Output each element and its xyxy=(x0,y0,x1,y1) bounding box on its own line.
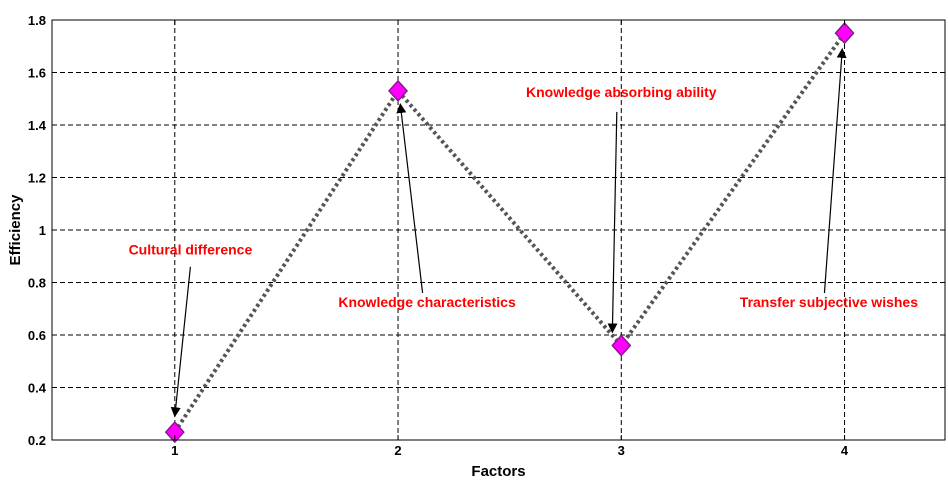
x-axis-title: Factors xyxy=(471,463,525,480)
y-tick-label: 0.6 xyxy=(28,328,46,343)
y-tick-label: 1.6 xyxy=(28,66,46,81)
y-axis-title: Efficiency xyxy=(7,194,24,266)
y-tick-label: 0.4 xyxy=(28,381,47,396)
x-tick-label: 1 xyxy=(171,443,178,458)
x-tick-label: 4 xyxy=(841,443,849,458)
annotation-arrow xyxy=(823,47,847,294)
annotation-arrow xyxy=(607,111,618,334)
annotation-label: Cultural difference xyxy=(129,242,253,258)
y-tick-label: 1.2 xyxy=(28,171,46,186)
y-tick-label: 0.8 xyxy=(28,276,46,291)
data-point-marker xyxy=(388,79,409,102)
data-line xyxy=(173,31,847,434)
annotation-arrow xyxy=(170,266,192,418)
data-point-marker xyxy=(834,22,855,45)
annotation-arrow xyxy=(396,103,424,294)
grid-layer xyxy=(52,20,945,440)
x-tick-label: 3 xyxy=(618,443,625,458)
annotation-label: Transfer subjective wishes xyxy=(740,294,918,310)
x-tick-label: 2 xyxy=(394,443,401,458)
y-tick-label: 1.4 xyxy=(28,118,47,133)
arrow-layer xyxy=(170,47,847,418)
tick-label-layer: 1 2 3 4 0.2 0.4 0.6 0.8 1 1.2 1.4 1.6 1.8 xyxy=(28,13,945,458)
data-line-layer xyxy=(173,31,847,434)
y-tick-label: 1 xyxy=(39,223,46,238)
marker-layer xyxy=(164,22,855,444)
y-tick-label: 0.2 xyxy=(28,433,46,448)
data-point-marker xyxy=(164,421,185,444)
y-tick-label: 1.8 xyxy=(28,13,46,28)
annotation-label: Knowledge characteristics xyxy=(338,294,516,310)
data-point-marker xyxy=(611,334,632,357)
annotation-layer: Cultural difference Knowledge characteris… xyxy=(129,84,919,310)
annotation-label: Knowledge absorbing ability xyxy=(526,84,717,100)
